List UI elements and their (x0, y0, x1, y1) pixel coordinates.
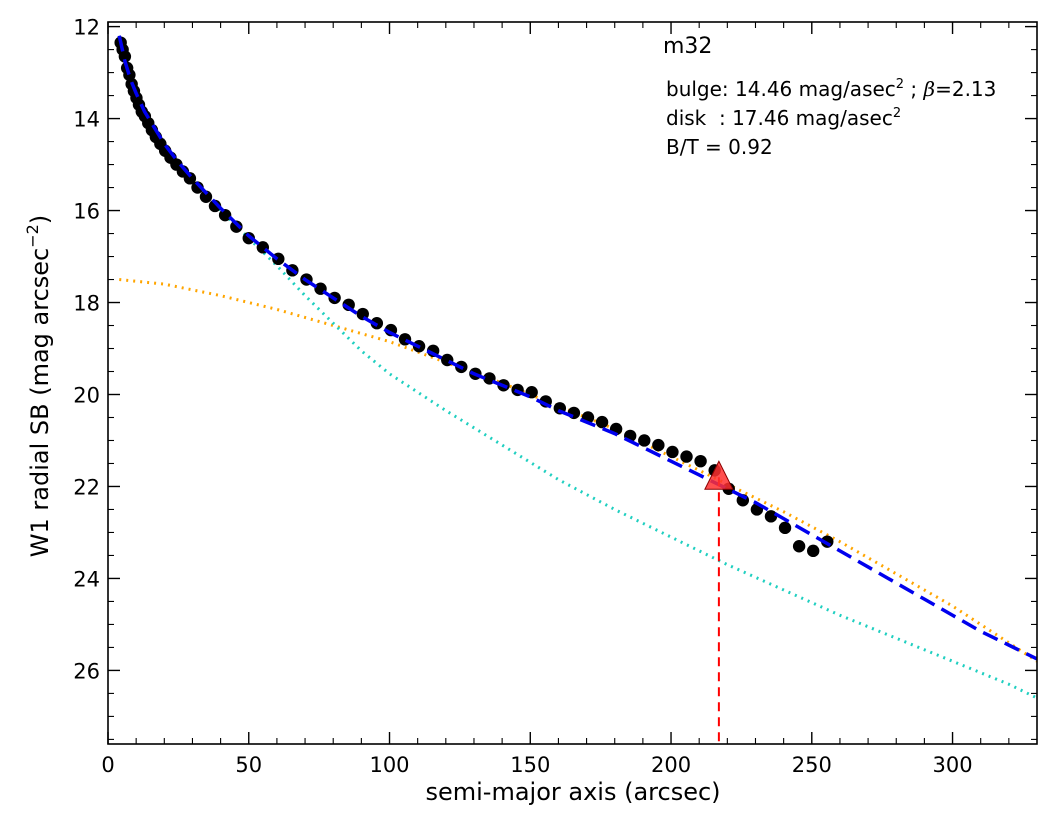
plot-frame (107, 21, 1038, 745)
bt-annotation: B/T = 0.92 (666, 135, 773, 159)
x-tick-label: 50 (235, 753, 262, 777)
bulge-annotation: bulge: 14.46 mag/asec2 ; β=2.13 (666, 77, 996, 101)
plot-area (114, 35, 1037, 744)
bulge-annotation-suffix: ; (904, 77, 923, 101)
y-axis-title-main: W1 radial SB (mag arcsec (26, 248, 54, 557)
data-point (666, 445, 679, 459)
data-point (208, 199, 222, 213)
data-point (638, 434, 651, 447)
beta-value: =2.13 (935, 77, 996, 101)
y-tick-label: 22 (73, 475, 100, 499)
y-tick-label: 14 (73, 108, 100, 132)
data-point (652, 438, 665, 452)
y-axis-title: W1 radial SB (mag arcsec−2) (23, 215, 54, 557)
y-tick-label: 20 (73, 383, 100, 407)
data-point (792, 540, 806, 553)
annotation-block: bulge: 14.46 mag/asec2 ; β=2.13 disk : 1… (666, 77, 996, 159)
y-axis-title-sup: −2 (23, 224, 42, 248)
data-point (183, 172, 197, 185)
data-point (595, 415, 609, 429)
disk-annotation-sup: 2 (893, 106, 901, 121)
bulge-annotation-prefix: bulge: 14.46 mag/asec (666, 77, 896, 101)
x-tick-label: 300 (932, 753, 972, 777)
axes (107, 21, 1038, 745)
x-tick-label: 200 (651, 753, 691, 777)
y-tick-label: 16 (73, 200, 100, 224)
data-point (199, 190, 213, 203)
data-point (764, 510, 778, 523)
x-tick-label: 150 (510, 753, 550, 777)
data-point (230, 220, 243, 233)
disk-annotation: disk : 17.46 mag/asec2 (666, 106, 901, 130)
data-point (118, 50, 132, 63)
beta-symbol: β (923, 77, 936, 101)
y-axis-title-close: ) (26, 215, 54, 224)
data-point (680, 450, 693, 463)
y-tick-label: 12 (73, 16, 100, 40)
marker-triangle (704, 460, 734, 490)
bulge-annotation-sup: 2 (896, 77, 904, 92)
data-point (778, 521, 792, 535)
data-point (567, 406, 581, 420)
data-point (694, 454, 707, 468)
x-tick-label: 0 (101, 753, 114, 777)
chart-title: m32 (663, 34, 712, 59)
data-point (807, 544, 820, 558)
disk-annotation-prefix: disk : 17.46 mag/asec (666, 106, 893, 130)
y-tick-label: 18 (73, 292, 100, 316)
x-tick-label: 250 (792, 753, 832, 777)
y-tick-label: 24 (73, 567, 100, 591)
x-axis-title: semi-major axis (arcsec) (425, 778, 720, 806)
total-fit-curve (117, 35, 1037, 661)
data-point (191, 181, 204, 194)
x-tick-label: 100 (369, 753, 409, 777)
y-tick-label: 26 (73, 659, 100, 683)
